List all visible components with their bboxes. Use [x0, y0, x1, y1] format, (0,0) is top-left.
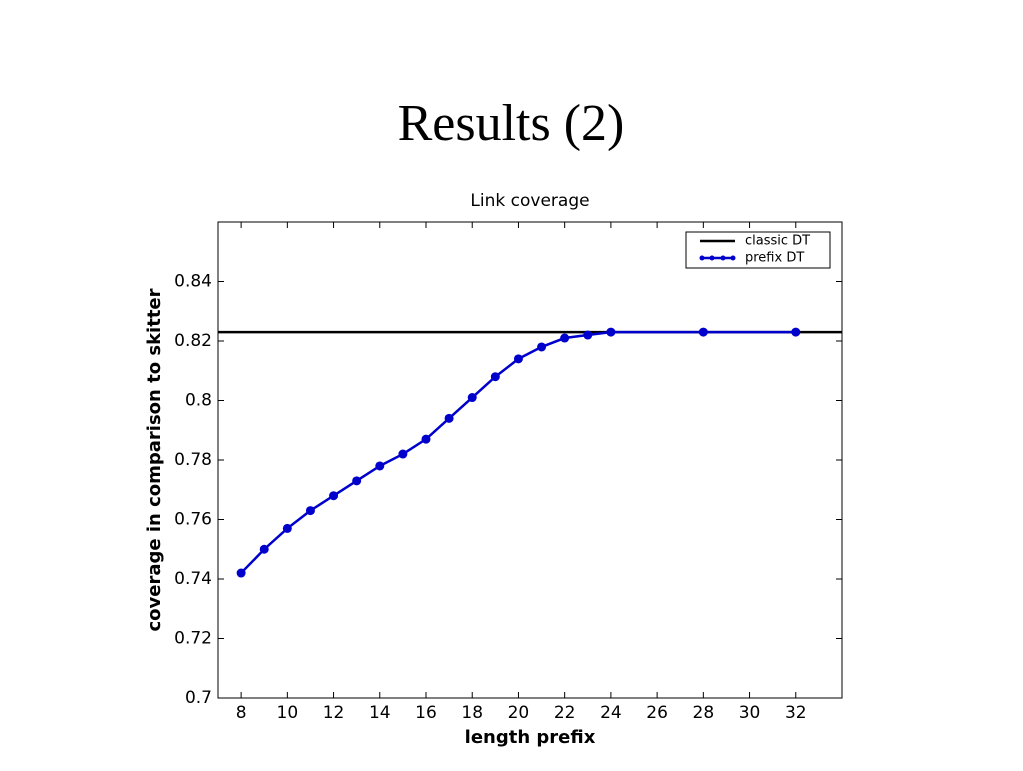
data-point — [698, 327, 708, 337]
y-tick-label: 0.84 — [174, 272, 212, 292]
data-point — [467, 393, 477, 403]
legend-marker — [720, 255, 726, 261]
data-point — [421, 434, 431, 444]
x-tick-label: 20 — [508, 703, 530, 723]
y-axis-label: coverage in comparison to skitter — [144, 288, 165, 631]
x-tick-label: 28 — [693, 703, 715, 723]
x-tick-label: 30 — [739, 703, 761, 723]
x-tick-label: 8 — [236, 703, 247, 723]
series-line — [240, 330, 796, 574]
legend-box — [685, 231, 831, 269]
data-point — [329, 491, 339, 501]
data-point — [305, 506, 315, 516]
x-tick-label: 16 — [415, 703, 437, 723]
x-tick-label: 12 — [323, 703, 345, 723]
x-tick-label: 24 — [600, 703, 622, 723]
data-point — [236, 568, 246, 578]
legend-label: classic DT — [745, 234, 810, 249]
data-point — [398, 449, 408, 459]
y-tick-label: 0.82 — [174, 331, 212, 351]
y-tick-label: 0.72 — [174, 629, 212, 649]
data-point — [490, 372, 500, 382]
data-point — [606, 327, 616, 337]
chart-title: Link coverage — [470, 191, 589, 211]
data-point — [583, 330, 593, 340]
y-tick-label: 0.76 — [174, 510, 212, 530]
x-axis-label: length prefix — [465, 727, 596, 748]
data-point — [537, 342, 547, 352]
legend-marker — [709, 255, 715, 261]
legend-marker — [699, 255, 705, 261]
data-point — [513, 354, 523, 364]
plot-frame — [217, 221, 843, 699]
data-point — [444, 413, 454, 423]
x-tick-label: 10 — [277, 703, 299, 723]
y-tick-label: 0.74 — [174, 569, 212, 589]
data-point — [791, 327, 801, 337]
y-tick-label: 0.78 — [174, 450, 212, 470]
data-point — [259, 544, 269, 554]
data-point — [352, 476, 362, 486]
x-tick-label: 14 — [369, 703, 391, 723]
y-tick-label: 0.7 — [185, 688, 212, 708]
x-tick-label: 22 — [554, 703, 576, 723]
data-point — [375, 461, 385, 471]
x-tick-label: 32 — [785, 703, 807, 723]
slide-title: Results (2) — [398, 95, 625, 152]
data-point — [560, 333, 570, 343]
x-tick-label: 18 — [461, 703, 483, 723]
y-tick-label: 0.8 — [185, 391, 212, 411]
legend-marker — [730, 255, 736, 261]
x-tick-label: 26 — [646, 703, 668, 723]
data-point — [282, 523, 292, 533]
legend-label: prefix DT — [745, 251, 804, 266]
